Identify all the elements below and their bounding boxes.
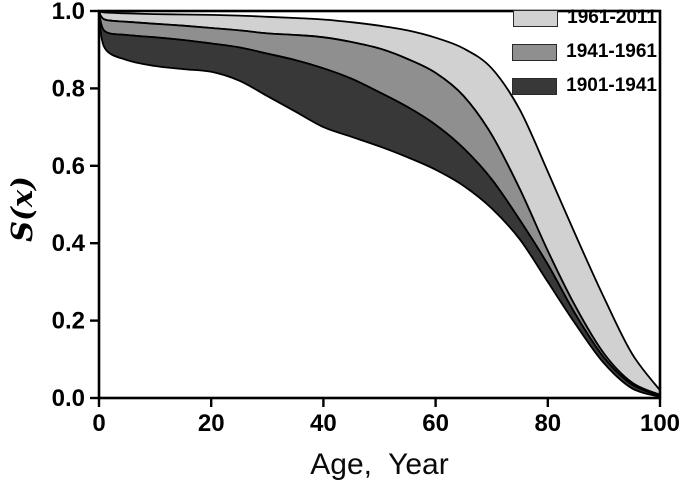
legend: 1961-2011 1941-1961 1901-1941 <box>512 7 657 111</box>
legend-label: 1901-1941 <box>566 75 657 96</box>
y-axis-title: S(x) <box>5 176 39 242</box>
legend-swatch-medium <box>512 43 558 61</box>
plot-frame <box>97 9 662 400</box>
x-tick-label: 40 <box>310 410 337 437</box>
legend-swatch-dark <box>512 77 558 95</box>
legend-label: 1941-1961 <box>566 41 657 62</box>
y-tick-label: 0.0 <box>52 385 85 412</box>
legend-item-1941-1961: 1941-1961 <box>512 41 657 62</box>
y-tick-label: 0.4 <box>52 230 86 257</box>
x-tick-label: 80 <box>534 410 561 437</box>
y-tick-label: 1.0 <box>52 0 85 25</box>
x-tick-label: 60 <box>422 410 449 437</box>
y-tick-label: 0.6 <box>52 153 85 180</box>
legend-label: 1961-2011 <box>567 7 657 28</box>
legend-item-1961-2011: 1961-2011 <box>512 7 657 28</box>
x-tick-label: 0 <box>92 410 105 437</box>
x-axis-title: Age, Year <box>310 448 449 481</box>
x-tick-label: 100 <box>640 410 680 437</box>
y-tick-label: 0.8 <box>52 75 85 102</box>
x-tick-label: 20 <box>198 410 225 437</box>
legend-swatch-light <box>513 9 559 27</box>
legend-item-1901-1941: 1901-1941 <box>512 75 657 96</box>
y-tick-label: 0.2 <box>52 308 85 335</box>
